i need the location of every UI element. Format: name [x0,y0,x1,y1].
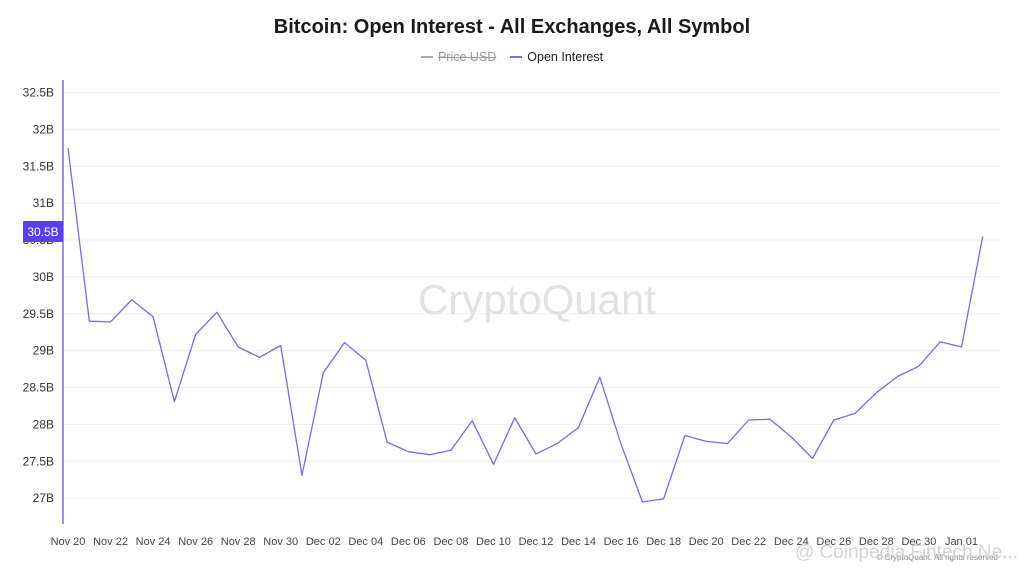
y-tick-label: 32.5B [23,86,54,100]
legend-item-price-usd[interactable]: Price USD [420,50,497,64]
x-tick-label: Jan 01 [945,536,978,548]
x-tick-label: Dec 12 [519,536,554,548]
current-value-badge-label: 30.5B [27,225,58,239]
open-interest-series [67,147,984,503]
legend-label-price-usd: Price USD [437,50,497,64]
x-tick-label: Dec 08 [433,536,468,548]
y-tick-label: 28.5B [23,381,54,395]
x-tick-label: Dec 10 [476,536,511,548]
x-tick-label: Nov 24 [136,536,171,548]
x-axis-ticks: Nov 20 Nov 22 Nov 24 Nov 26 Nov 28 Nov 30 Dec … [51,536,978,548]
x-tick-label: Nov 30 [263,536,298,548]
copyright-footer: © CryptoQuant. All rights reserved [877,553,999,562]
x-tick-label: Dec 20 [689,536,724,548]
x-tick-label: Dec 18 [646,536,681,548]
x-tick-label: Dec 26 [816,536,851,548]
x-tick-label: Dec 30 [901,536,936,548]
x-tick-label: Dec 06 [391,536,426,548]
x-tick-label: Dec 04 [348,536,383,548]
y-tick-label: 31B [33,196,54,210]
x-tick-label: Nov 26 [178,536,213,548]
y-tick-label: 32B [33,122,54,136]
coinpedia-overlay-watermark: @ Coinpedia Fintech Ne... [795,542,1018,563]
x-tick-label: Dec 02 [306,536,341,548]
x-tick-label: Dec 16 [604,536,639,548]
chart-title: Bitcoin: Open Interest - All Exchanges, … [273,16,751,38]
x-tick-label: Dec 22 [731,536,766,548]
x-tick-label: Nov 28 [221,536,256,548]
x-tick-label: Dec 24 [774,536,809,548]
current-value-badge: 30.5B [23,221,63,242]
cryptoquant-watermark: CryptoQuant [418,276,656,323]
y-axis-ticks: 27B27.5B28B28.5B29B29.5B30B30.5B31B31.5B… [23,86,54,506]
y-tick-label: 27.5B [23,454,54,468]
legend-swatch-price-usd [420,56,433,58]
y-tick-label: 31.5B [23,159,54,173]
legend-swatch-open-interest [510,56,523,58]
open-interest-line [67,147,984,503]
x-tick-label: Nov 20 [51,536,86,548]
legend-item-open-interest[interactable]: Open Interest [510,50,603,64]
y-tick-label: 29B [33,344,54,358]
y-tick-label: 30B [33,270,54,284]
x-tick-label: Nov 22 [93,536,128,548]
x-tick-label: Dec 28 [859,536,894,548]
y-tick-label: 28B [33,417,54,431]
y-tick-label: 27B [33,491,54,505]
current-value-badge-bg [23,221,63,242]
x-tick-label: Dec 14 [561,536,596,548]
grid-lines [64,92,1000,499]
y-tick-label: 29.5B [23,307,54,321]
legend-label-open-interest: Open Interest [527,50,604,64]
chart-legend: Price USD Open Interest [0,50,1024,64]
